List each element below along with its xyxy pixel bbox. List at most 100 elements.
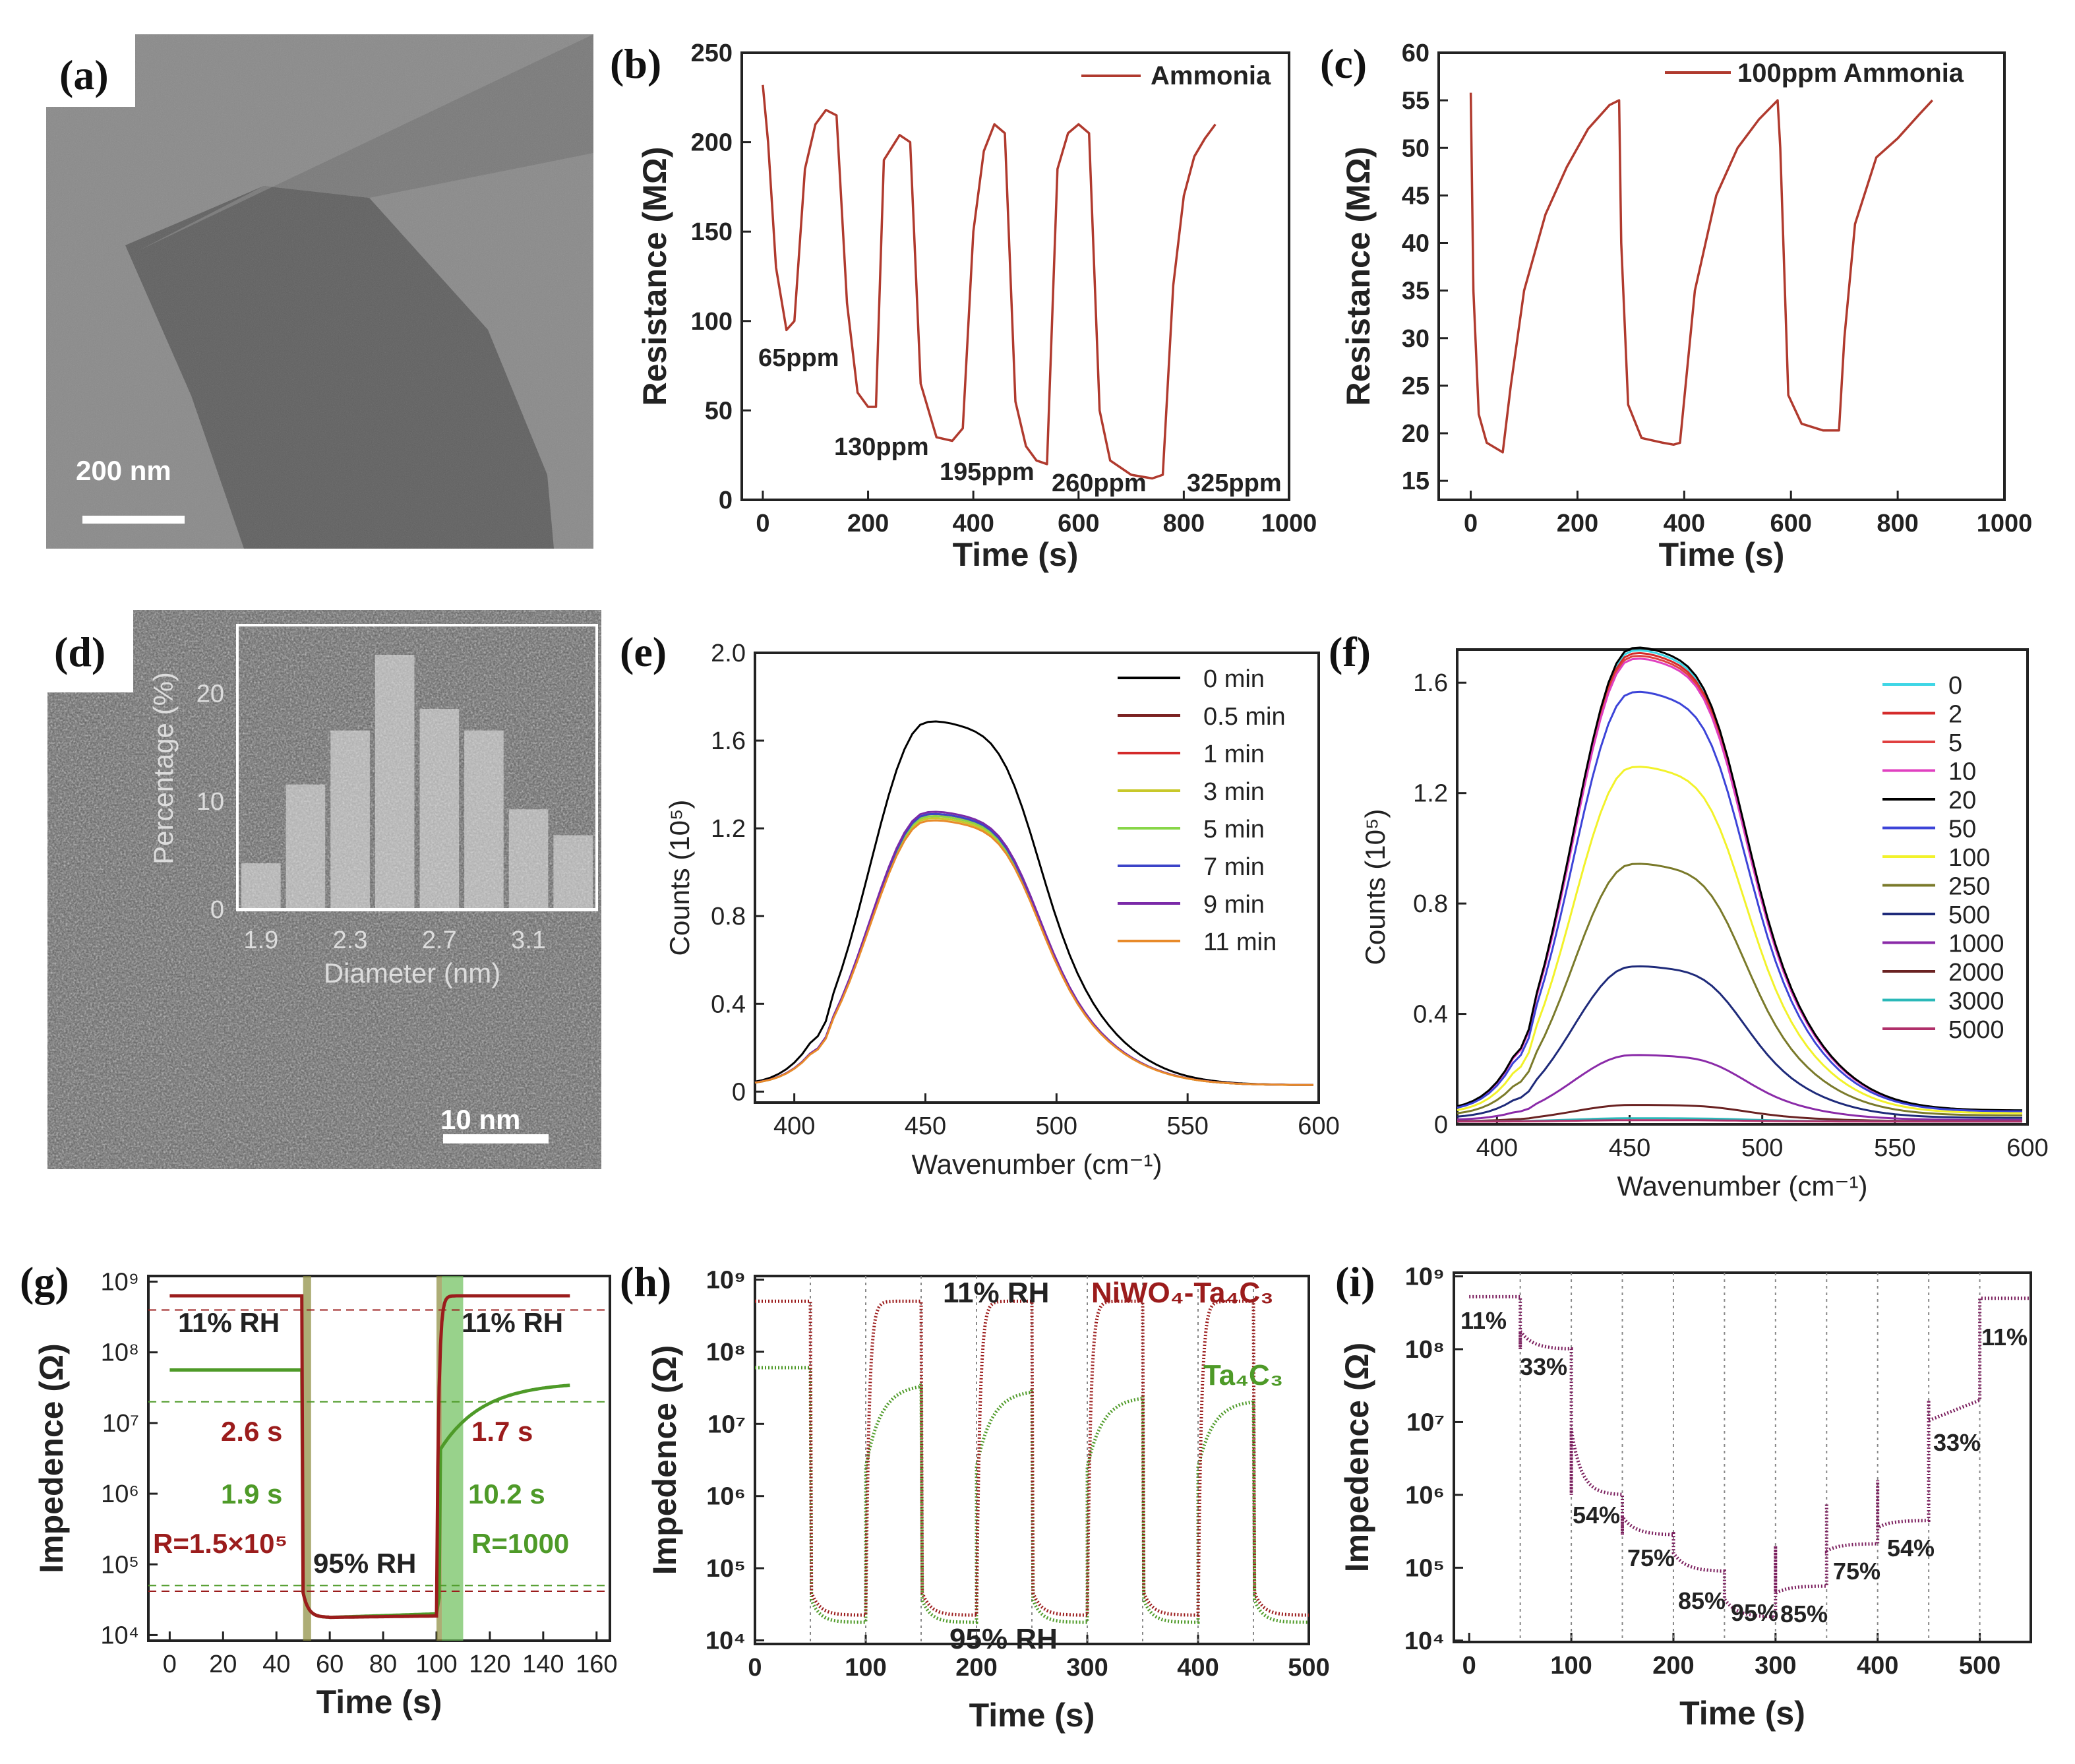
x-tick-label: 400: [773, 1112, 815, 1140]
step-label: 75%: [1833, 1558, 1880, 1585]
x-tick-label: 550: [1874, 1134, 1915, 1162]
legend-label-ta4c3: Ta₄C₃: [1203, 1359, 1283, 1391]
x-axis-title: Time (s): [1659, 536, 1785, 573]
x-tick-label: 500: [1741, 1134, 1783, 1162]
legend-label: 3000: [1948, 988, 2004, 1016]
x-tick-label: 0: [163, 1651, 177, 1678]
spectrum-line: [1457, 863, 2022, 1116]
inset-x-axis-title: Diameter (nm): [324, 958, 500, 988]
scale-bar-label-a: 200 nm: [76, 455, 171, 486]
annotation-label: 195ppm: [940, 458, 1035, 486]
inset-frame-d: [236, 624, 598, 911]
annotation-label: 11% RH: [943, 1277, 1049, 1309]
spectrum-line: [1457, 646, 2023, 1112]
x-tick-label: 600: [1770, 510, 1812, 537]
spectrum-line: [1457, 1054, 2022, 1121]
legend-label: 2: [1948, 701, 1962, 729]
legend-label: 11 min: [1203, 928, 1277, 956]
y-axis-title: Resistance (MΩ): [636, 147, 673, 406]
spectrum-line: [1457, 766, 2022, 1114]
plot-frame: [754, 652, 1320, 1104]
x-tick-label: 300: [1066, 1654, 1108, 1682]
x-tick-label: 400: [1177, 1654, 1218, 1682]
x-tick-label: 0: [1464, 510, 1478, 537]
y-tick-label: 10⁹: [1405, 1263, 1445, 1291]
histogram-bar: [508, 809, 549, 909]
y-tick-label: 55: [1402, 87, 1429, 115]
y-axis-title: Impedence (Ω): [33, 1343, 70, 1573]
panel-c: 0 200 400 600 800 1000 15 20 25 30 35 40 45 50 55 60 Tim…: [1320, 40, 2032, 573]
x-tick-label: 550: [1166, 1112, 1208, 1140]
step-label: 54%: [1887, 1535, 1935, 1562]
panel-i: 0 100 200 300 400 500 10⁴ 10⁵ 10⁶ 10⁷ 10⁸ 10⁹ Time (…: [1335, 1258, 2032, 1732]
spectrum-line: [754, 819, 1314, 1086]
y-tick-label: 1.6: [711, 727, 746, 755]
annotation-label: 95% RH: [949, 1623, 1058, 1655]
y-tick-label: 10⁸: [706, 1339, 746, 1366]
series-line-niwo4-ta4c3: [755, 1299, 1309, 1617]
y-tick-label: 30: [1402, 325, 1429, 353]
annotation-label: 1.7 s: [471, 1416, 533, 1447]
x-tick-label: 40: [262, 1651, 290, 1678]
y-tick-label: 10⁶: [1405, 1482, 1445, 1509]
legend-label: 5000: [1948, 1016, 2004, 1044]
y-axis-title: Resistance (MΩ): [1340, 147, 1377, 406]
x-tick-label: 200: [1557, 510, 1598, 537]
panel-h: 0 100 200 300 400 500 10⁴ 10⁵ 10⁶ 10⁷ 10⁸ 10⁹ Time (…: [620, 1258, 1330, 1734]
x-tick-label: 450: [905, 1112, 946, 1140]
x-tick-label: 450: [1609, 1134, 1650, 1162]
inset-histogram-d: 0 10 20 1.9 2.3 2.7 3.1 Diameter (nm) Percentage…: [148, 654, 595, 988]
y-axis-title: Counts (10⁵): [1360, 809, 1391, 965]
legend-label: 5 min: [1203, 816, 1265, 843]
annotation-label: R=1.5×10⁵: [153, 1528, 287, 1559]
panel-label: (f): [1329, 628, 1371, 675]
legend-label: 20: [1948, 787, 1976, 814]
panel-label: (b): [610, 40, 661, 87]
panel-e: 400 450 500 550 600 0 0.4 0.8 1.2 1.6 2.0 Wavenumbe…: [620, 628, 1340, 1180]
y-tick-label: 0.4: [711, 990, 746, 1018]
x-tick-label: 400: [1664, 510, 1705, 537]
step-label: 11%: [1460, 1307, 1507, 1334]
legend-label: 100: [1948, 844, 1990, 872]
legend-label: Ammonia: [1151, 61, 1271, 90]
y-axis-title: Counts (10⁵): [664, 800, 695, 956]
histogram-bar: [330, 730, 370, 909]
panel-d: (d) 0 10 20 1.9 2.3 2.7 3.1 Diameter (nm) Percen…: [47, 610, 601, 1169]
y-tick-label: 1.2: [711, 815, 746, 843]
inset-x-tick-label: 3.1: [511, 927, 546, 954]
inset-x-tick-label: 2.7: [422, 927, 457, 954]
y-tick-label: 40: [1402, 230, 1429, 258]
legend-label-niwo4: NiWO₄-Ta₄C₃: [1091, 1277, 1274, 1309]
x-axis-title: Time (s): [316, 1684, 442, 1720]
y-tick-label: 10⁴: [100, 1622, 139, 1649]
y-tick-label: 45: [1402, 182, 1429, 210]
histogram-bar: [553, 835, 593, 909]
step-label: 75%: [1627, 1544, 1675, 1571]
step-label: 85%: [1780, 1600, 1828, 1627]
y-tick-label: 0.4: [1413, 1001, 1448, 1029]
y-tick-label: 1.6: [1413, 669, 1448, 697]
annotation-label: 325ppm: [1187, 470, 1282, 497]
spectrum-line: [1457, 965, 2022, 1119]
x-tick-label: 20: [209, 1651, 237, 1678]
y-tick-label: 20: [1402, 420, 1429, 448]
plot-frame: [1437, 51, 2006, 501]
y-axis-title: Impedence (Ω): [1338, 1343, 1375, 1573]
annotation-label: 260ppm: [1052, 470, 1147, 497]
histogram-bar: [286, 784, 326, 909]
inset-y-axis-title: Percentage (%): [148, 672, 179, 865]
x-tick-label: 400: [1857, 1652, 1898, 1680]
annotation-label: 1.9 s: [221, 1478, 282, 1509]
x-tick-label: 500: [1288, 1654, 1329, 1682]
y-tick-label: 60: [1402, 40, 1429, 67]
x-tick-label: 0: [1462, 1652, 1476, 1680]
x-tick-label: 800: [1877, 510, 1918, 537]
y-tick-label: 50: [1402, 135, 1429, 162]
response-window-1: [303, 1276, 311, 1641]
tem-noise-a: [46, 34, 593, 549]
panel-label: (g): [20, 1258, 69, 1305]
x-tick-label: 800: [1163, 510, 1205, 537]
y-tick-label: 10⁷: [707, 1411, 746, 1438]
histogram-bar: [419, 708, 460, 909]
